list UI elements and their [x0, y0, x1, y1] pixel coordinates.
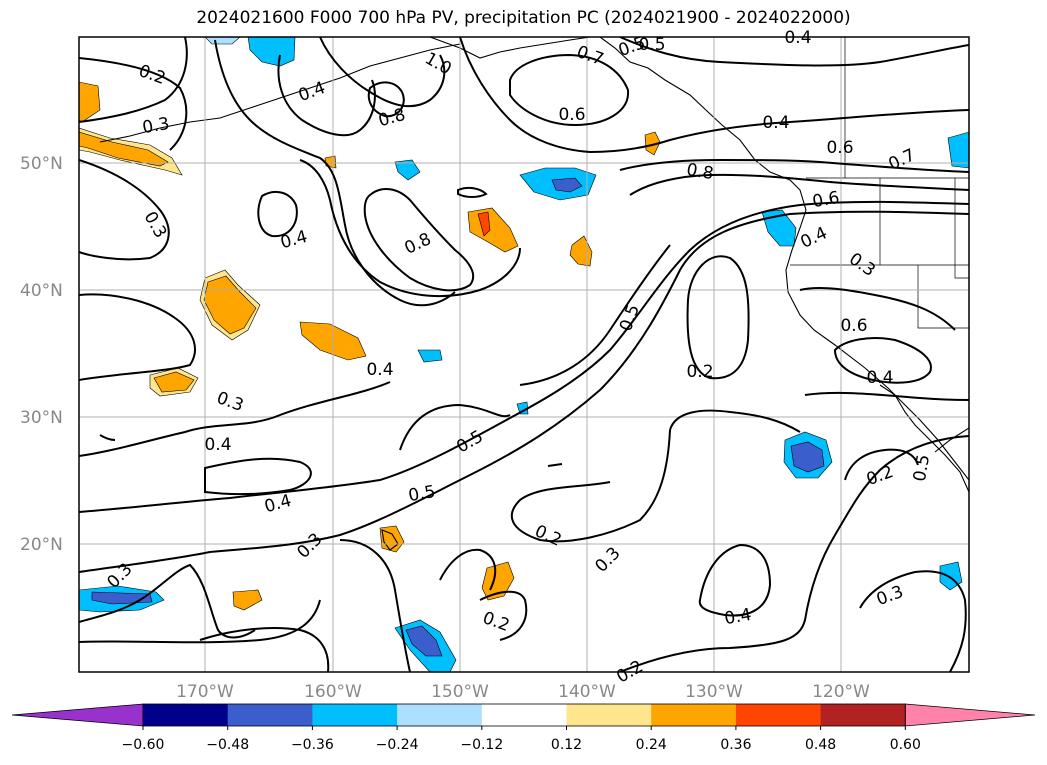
precip-positive-blob [481, 561, 515, 601]
lon-label: 170°W [176, 682, 234, 702]
colorbar-segment [820, 704, 906, 726]
precip-positive-blob [79, 131, 169, 167]
lon-label: 160°W [304, 682, 362, 702]
precip-negative-blob [204, 37, 241, 45]
colorbar-extend-high [904, 703, 1036, 727]
longitude-labels: 170°W 160°W 150°W 140°W 130°W 120°W [176, 682, 870, 702]
colorbar-tick-label: −0.24 [376, 737, 419, 753]
colorbar-tick-label: −0.48 [206, 737, 249, 753]
colorbar-frame [142, 703, 906, 727]
precip-negative-blob [247, 37, 296, 67]
colorbar-segment [312, 704, 398, 726]
precip-positive-blob [644, 131, 661, 156]
aleutian-chain [99, 43, 461, 143]
lon-label: 150°W [431, 682, 489, 702]
colorbar-segment [651, 704, 737, 726]
colorbar-tick-label: 0.36 [720, 737, 751, 753]
contour-label: 0.4 [866, 368, 893, 388]
precip-positive-blob [324, 155, 337, 169]
contour-label: 0.4 [762, 113, 789, 133]
precip-negative-blob [394, 159, 421, 181]
contour-label: 0.5 [407, 482, 437, 506]
lon-label: 140°W [558, 682, 616, 702]
contour-label: 0.3 [141, 114, 171, 138]
precip-negative-blob [405, 625, 443, 657]
precip-negative-blob [551, 177, 583, 193]
precip-negative-blob [417, 349, 443, 363]
lon-label: 120°W [812, 682, 870, 702]
map-border [78, 36, 970, 673]
contour-label: 0.6 [558, 105, 585, 125]
lon-label: 130°W [685, 682, 743, 702]
contour-label: 0.6 [826, 138, 853, 158]
latitude-labels: 50°N 40°N 30°N 20°N [20, 154, 63, 555]
contour-label: 0.4 [366, 360, 393, 380]
contour-label: 0.8 [685, 160, 715, 184]
colorbar-tick-label: −0.12 [460, 737, 503, 753]
colorbar-segment [735, 704, 822, 726]
lat-label: 30°N [20, 408, 63, 428]
colorbar-extend-low [11, 703, 144, 727]
precip-negative-blob [516, 401, 529, 415]
colorbar-tick-label: 0.24 [636, 737, 667, 753]
baja-california-coast [879, 384, 969, 493]
map-title: 2024021600 F000 700 hPa PV, precipitatio… [196, 8, 851, 28]
contour-label: 0.5 [910, 453, 934, 483]
precip-negative-blob [947, 131, 969, 169]
colorbar-segment [397, 704, 483, 726]
colorbar-tick-label: 0.12 [551, 737, 582, 753]
contour-label: 0.4 [204, 435, 231, 455]
colorbar-segment [227, 704, 313, 726]
colorbar-tick-label: 0.60 [890, 737, 921, 753]
contour-label: 0.5 [638, 35, 665, 55]
pv-contours [79, 37, 969, 672]
colorbar-segment [481, 704, 567, 726]
colorbar-tick-label: −0.36 [291, 737, 334, 753]
colorbar [11, 703, 1036, 727]
lat-label: 40°N [20, 281, 63, 301]
precip-positive-blob [477, 211, 491, 237]
precip-negative-blob [790, 441, 825, 473]
contour-label: 0.6 [811, 188, 841, 212]
colorbar-tick-labels: −0.60 −0.48 −0.36 −0.24 −0.12 0.12 0.24 0.36 0.4… [122, 726, 921, 753]
lat-label: 20°N [20, 535, 63, 555]
gulf-coast [934, 427, 969, 453]
colorbar-tick-label: −0.60 [122, 737, 165, 753]
contour-label: 0.4 [723, 605, 753, 629]
contour-label: 0.2 [686, 362, 713, 382]
precip-positive-blob [79, 81, 101, 123]
contour-label: 0.4 [784, 28, 811, 48]
precip-positive-blob [232, 589, 263, 611]
colorbar-segment [566, 704, 652, 726]
colorbar-segment [143, 704, 229, 726]
lat-label: 50°N [20, 154, 63, 174]
hawaii-island [381, 529, 399, 551]
colorbar-tick-label: 0.48 [805, 737, 836, 753]
contour-label: 0.6 [840, 316, 867, 336]
precip-positive-blob [153, 371, 195, 393]
